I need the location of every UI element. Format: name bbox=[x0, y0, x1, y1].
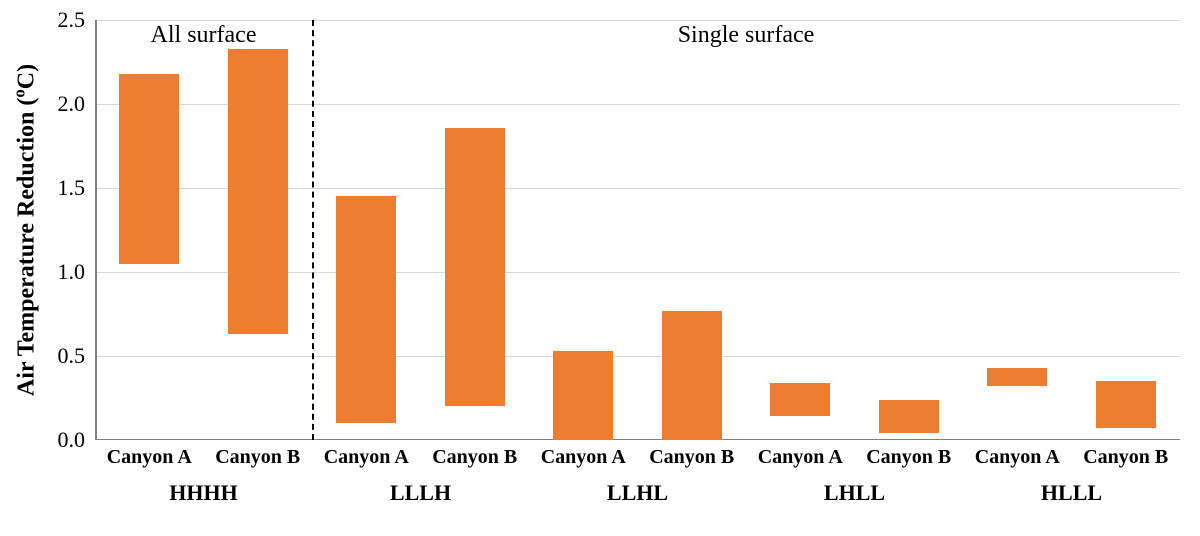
section-label-all-surface: All surface bbox=[151, 22, 257, 49]
x-tick-minor: Canyon B bbox=[432, 446, 517, 469]
bar bbox=[228, 49, 288, 335]
plot-area: 0.00.51.01.52.02.5All surfaceSingle surf… bbox=[95, 20, 1180, 440]
bar bbox=[987, 368, 1047, 386]
gridline bbox=[95, 356, 1180, 357]
x-tick-minor: Canyon B bbox=[866, 446, 951, 469]
x-tick-major: HLLL bbox=[1041, 480, 1102, 506]
y-tick-label: 2.5 bbox=[58, 7, 86, 33]
x-tick-minor: Canyon B bbox=[649, 446, 734, 469]
y-tick-label: 0.5 bbox=[58, 343, 86, 369]
x-axis-line bbox=[95, 439, 1180, 441]
x-tick-minor: Canyon B bbox=[1083, 446, 1168, 469]
x-tick-major: LHLL bbox=[824, 480, 885, 506]
bar bbox=[445, 128, 505, 407]
y-axis-line bbox=[95, 20, 97, 440]
x-tick-major: LLLH bbox=[390, 480, 451, 506]
section-label-single-surface: Single surface bbox=[678, 22, 815, 49]
x-tick-minor: Canyon A bbox=[324, 446, 409, 469]
gridline bbox=[95, 20, 1180, 21]
x-tick-major: HHHH bbox=[169, 480, 237, 506]
x-axis-minor-labels: Canyon A Canyon B Canyon A Canyon B Canyon A… bbox=[95, 446, 1180, 472]
bar bbox=[119, 74, 179, 264]
x-tick-major: LLHL bbox=[607, 480, 668, 506]
y-tick-label: 1.5 bbox=[58, 175, 86, 201]
section-divider bbox=[312, 20, 314, 440]
y-tick-label: 2.0 bbox=[58, 91, 86, 117]
chart-container: Air Temperature Reduction (oC) 0.00.51.0… bbox=[0, 0, 1200, 536]
x-axis-major-labels: HHHH LLLH LLHL LHLL HLLL bbox=[95, 480, 1180, 508]
bar bbox=[879, 400, 939, 434]
bar bbox=[662, 311, 722, 440]
x-tick-minor: Canyon A bbox=[758, 446, 843, 469]
y-axis-title: Air Temperature Reduction (oC) bbox=[10, 64, 41, 396]
x-tick-minor: Canyon A bbox=[975, 446, 1060, 469]
bar bbox=[553, 351, 613, 440]
x-tick-minor: Canyon A bbox=[541, 446, 626, 469]
bar bbox=[336, 196, 396, 423]
y-tick-label: 0.0 bbox=[58, 427, 86, 453]
y-tick-label: 1.0 bbox=[58, 259, 86, 285]
bar bbox=[1096, 381, 1156, 428]
x-tick-minor: Canyon B bbox=[215, 446, 300, 469]
x-tick-minor: Canyon A bbox=[107, 446, 192, 469]
bar bbox=[770, 383, 830, 417]
